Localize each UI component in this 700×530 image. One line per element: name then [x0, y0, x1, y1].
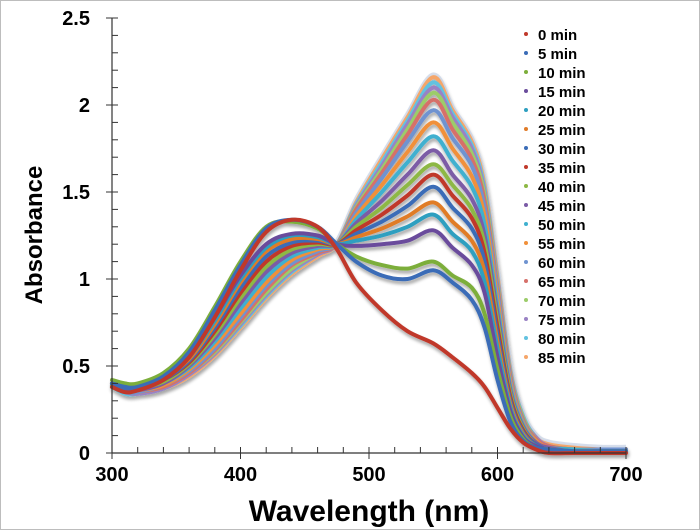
legend-item: 45 min — [524, 198, 586, 215]
legend-marker — [524, 184, 528, 188]
legend-label: 85 min — [538, 350, 586, 367]
legend-item: 5 min — [524, 46, 577, 63]
legend-item: 70 min — [524, 293, 586, 310]
y-tick-label: 2.5 — [62, 8, 90, 30]
legend-label: 10 min — [538, 65, 586, 82]
y-tick-label: 2 — [79, 95, 90, 117]
legend-marker — [524, 222, 528, 226]
legend-marker — [524, 51, 528, 55]
y-tick-label: 1 — [79, 269, 90, 291]
legend-label: 40 min — [538, 179, 586, 196]
legend-item: 25 min — [524, 122, 586, 139]
legend-marker — [524, 165, 528, 169]
series-layer — [110, 72, 628, 456]
legend-label: 25 min — [538, 122, 586, 139]
legend-label: 65 min — [538, 274, 586, 291]
legend-marker — [524, 32, 528, 36]
legend-marker — [524, 241, 528, 245]
x-tick-label: 500 — [352, 464, 385, 486]
legend-marker — [524, 279, 528, 283]
legend-item: 55 min — [524, 236, 586, 253]
x-tick-label: 400 — [224, 464, 257, 486]
legend-item: 65 min — [524, 274, 586, 291]
legend-marker — [524, 146, 528, 150]
legend-item: 85 min — [524, 350, 586, 367]
y-tick-label: 1.5 — [62, 182, 90, 204]
legend-marker — [524, 108, 528, 112]
legend-item: 20 min — [524, 103, 586, 120]
legend-marker — [524, 336, 528, 340]
legend-marker — [524, 298, 528, 302]
legend-label: 60 min — [538, 255, 586, 272]
y-tick-label: 0.5 — [62, 356, 90, 378]
legend-label: 0 min — [538, 27, 577, 44]
legend-marker — [524, 355, 528, 359]
legend-item: 35 min — [524, 160, 586, 177]
legend-item: 0 min — [524, 27, 577, 44]
x-axis-title: Wavelength (nm) — [249, 495, 490, 528]
legend-item: 80 min — [524, 331, 586, 348]
legend-label: 45 min — [538, 198, 586, 215]
x-tick-labels: 300 400 500 600 700 — [95, 464, 642, 486]
legend-marker — [524, 89, 528, 93]
axes — [106, 17, 627, 459]
legend-item: 75 min — [524, 312, 586, 329]
legend-label: 15 min — [538, 84, 586, 101]
legend-marker — [524, 70, 528, 74]
legend-item: 10 min — [524, 65, 586, 82]
legend-label: 30 min — [538, 141, 586, 158]
legend-item: 50 min — [524, 217, 586, 234]
y-tick-label: 0 — [79, 443, 90, 465]
legend-item: 60 min — [524, 255, 586, 272]
legend-label: 75 min — [538, 312, 586, 329]
legend-item: 15 min — [524, 84, 586, 101]
legend-label: 5 min — [538, 46, 577, 63]
legend-item: 40 min — [524, 179, 586, 196]
legend-label: 70 min — [538, 293, 586, 310]
legend-item: 30 min — [524, 141, 586, 158]
y-axis-title: Absorbance — [21, 166, 48, 305]
y-tick-labels: 0 0.5 1 1.5 2 2.5 — [62, 8, 90, 465]
x-tick-label: 300 — [95, 464, 128, 486]
x-tick-label: 700 — [609, 464, 642, 486]
legend-label: 35 min — [538, 160, 586, 177]
legend-marker — [524, 127, 528, 131]
legend-marker — [524, 317, 528, 321]
series-line-0-min — [110, 217, 628, 456]
legend-label: 50 min — [538, 217, 586, 234]
legend: 0 min 5 min 10 min 15 min 20 min 25 min 30 min… — [524, 27, 586, 367]
legend-label: 80 min — [538, 331, 586, 348]
legend-marker — [524, 203, 528, 207]
legend-marker — [524, 260, 528, 264]
legend-label: 55 min — [538, 236, 586, 253]
legend-label: 20 min — [538, 103, 586, 120]
x-tick-label: 600 — [481, 464, 514, 486]
